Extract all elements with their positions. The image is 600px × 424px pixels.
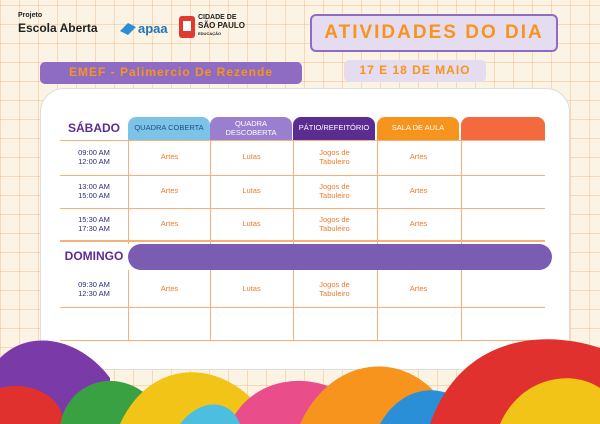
column-line <box>210 140 211 244</box>
activity: Artes <box>160 186 179 196</box>
column-header: QUADRA DESCOBERTA <box>210 117 292 140</box>
activity: Artes <box>409 219 428 229</box>
row-line <box>60 307 545 308</box>
column-header: PÁTIO/REFEITÓRIO <box>293 117 375 140</box>
title: ATIVIDADES DO DIA <box>310 14 558 52</box>
time-start: 15:30 AM <box>78 214 110 224</box>
city-icon <box>179 16 195 38</box>
city-line: CIDADE DE <box>198 14 237 21</box>
activity: Lutas <box>242 152 261 162</box>
column-line <box>377 270 378 340</box>
column-line <box>461 140 462 244</box>
city-logo: CIDADE DE SÃO PAULO EDUCAÇÃO <box>198 14 245 38</box>
day-label: SÁBADO <box>67 120 120 135</box>
activity: Jogos de Tabuleiro <box>319 147 350 166</box>
activity: Artes <box>409 152 428 162</box>
dates: 17 E 18 DE MAIO <box>344 60 486 82</box>
activity: Artes <box>409 186 428 196</box>
column-line <box>461 270 462 340</box>
column-line <box>210 270 211 340</box>
activity: Jogos de Tabuleiro <box>319 214 350 233</box>
row-line <box>60 140 545 141</box>
column-line <box>293 140 294 244</box>
activity: Jogos de Tabuleiro <box>319 279 350 298</box>
time-end: 12:00 AM <box>78 156 110 166</box>
time-start: 09:30 AM <box>78 279 110 289</box>
column-line <box>128 270 129 340</box>
project-name: Escola Aberta <box>18 21 98 35</box>
time-end: 15:00 AM <box>78 190 110 200</box>
row-line <box>60 175 545 176</box>
day-label: DOMINGO <box>64 249 124 264</box>
time-start: 13:00 AM <box>78 181 110 191</box>
partner-icon <box>120 23 136 35</box>
activity: Lutas <box>242 219 261 229</box>
time-start: 09:00 AM <box>78 147 110 157</box>
header-empty <box>461 117 545 140</box>
column-header: SALA DE AULA <box>377 117 459 140</box>
activity: Artes <box>409 284 428 294</box>
project-label: Projeto <box>18 12 43 19</box>
decor <box>0 339 600 424</box>
row-line <box>60 208 545 209</box>
partner-name: apaa <box>138 21 168 36</box>
column-line <box>377 140 378 244</box>
column-line <box>128 140 129 244</box>
activity: Lutas <box>242 284 261 294</box>
time-end: 12:30 AM <box>78 288 110 298</box>
column-line <box>293 270 294 340</box>
activity: Jogos de Tabuleiro <box>319 181 350 200</box>
time-end: 17:30 AM <box>78 223 110 233</box>
activity: Lutas <box>242 186 261 196</box>
row-line <box>60 241 545 242</box>
column-header: QUADRA COBERTA <box>128 117 210 140</box>
school: EMEF - Palimercio De Rezende <box>40 62 302 84</box>
city-line: SÃO PAULO <box>198 21 245 30</box>
activity: Artes <box>160 152 179 162</box>
day-bar <box>128 244 552 270</box>
city-line: EDUCAÇÃO <box>198 31 222 36</box>
row-line <box>60 340 545 341</box>
activity: Artes <box>160 219 179 229</box>
activity: Artes <box>160 284 179 294</box>
row-line <box>60 240 545 241</box>
